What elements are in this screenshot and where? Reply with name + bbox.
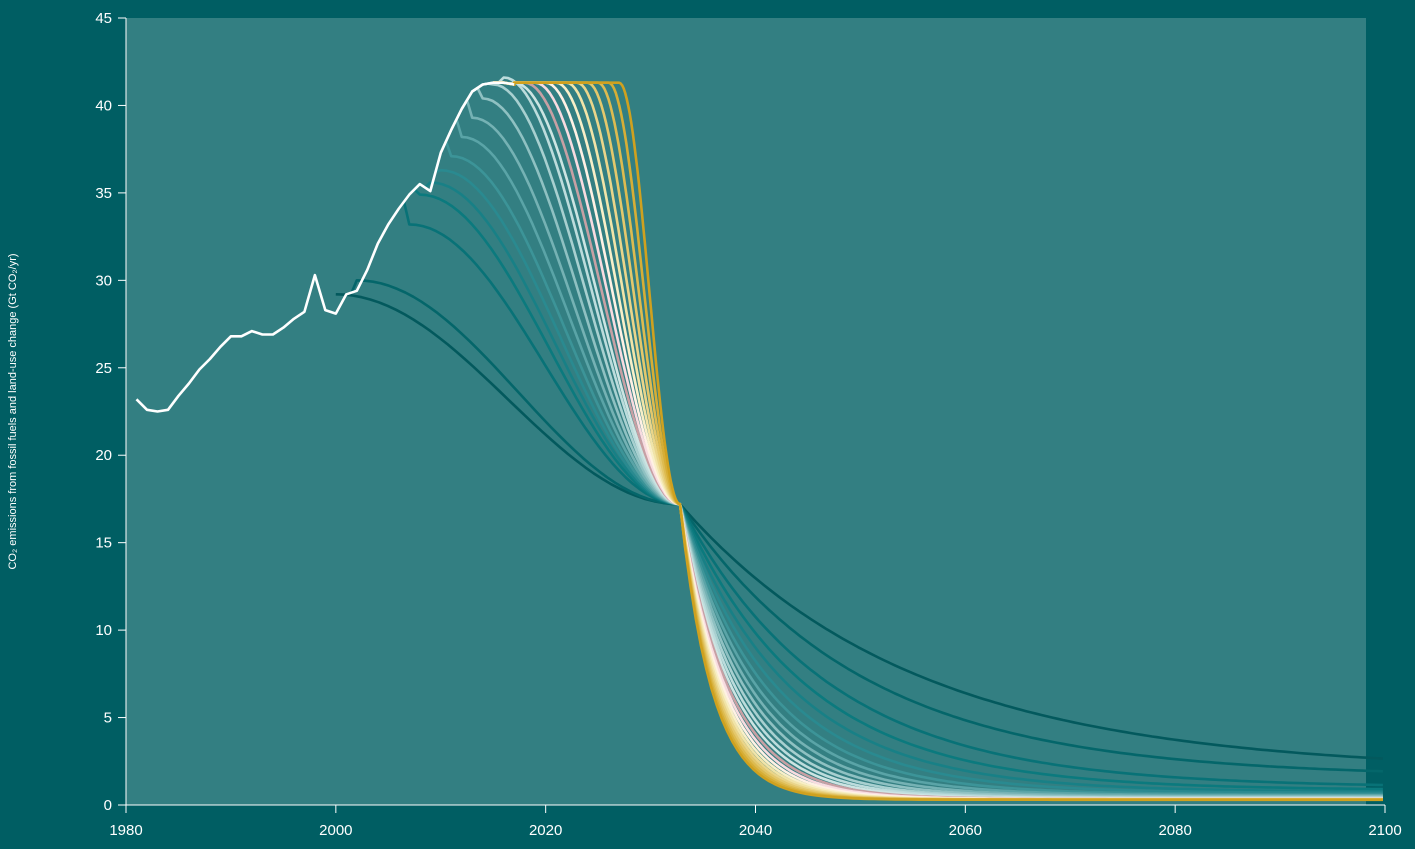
y-axis-title: CO₂ emissions from fossil fuels and land… xyxy=(7,253,19,569)
y-tick-label: 10 xyxy=(95,622,112,639)
x-tick-label: 2100 xyxy=(1368,822,1401,839)
scenario-line xyxy=(493,81,1383,802)
axes: 0 5 10 15 20 25 30 35 40 45 1980 2000 2020 2040 2060 20… xyxy=(95,10,1401,839)
y-tick-label: 5 xyxy=(104,710,112,727)
x-tick-label: 2080 xyxy=(1158,822,1191,839)
historical-line xyxy=(135,81,515,413)
x-tick-label: 2060 xyxy=(949,822,982,839)
y-tick-label: 35 xyxy=(95,185,112,202)
y-tick-label: 20 xyxy=(95,447,112,464)
x-tick-label: 2040 xyxy=(739,822,772,839)
scenario-line xyxy=(397,188,1383,791)
x-tick-label: 1980 xyxy=(109,822,142,839)
y-tick-label: 30 xyxy=(95,272,112,289)
scenario-line xyxy=(408,181,1383,793)
y-tick-label: 0 xyxy=(104,797,112,814)
x-tick-label: 2000 xyxy=(319,822,352,839)
x-tick-label: 2020 xyxy=(529,822,562,839)
y-tick-label: 45 xyxy=(95,10,112,27)
scenario-lines xyxy=(334,76,1383,802)
scenario-line xyxy=(335,293,1383,760)
historical-series xyxy=(135,81,515,413)
y-tick-label: 15 xyxy=(95,535,112,552)
plot-background xyxy=(126,18,1366,805)
scenario-line xyxy=(334,279,1383,773)
scenario-line xyxy=(419,168,1383,795)
scenario-line xyxy=(387,200,1383,787)
y-tick-label: 40 xyxy=(95,97,112,114)
y-tick-label: 25 xyxy=(95,360,112,377)
